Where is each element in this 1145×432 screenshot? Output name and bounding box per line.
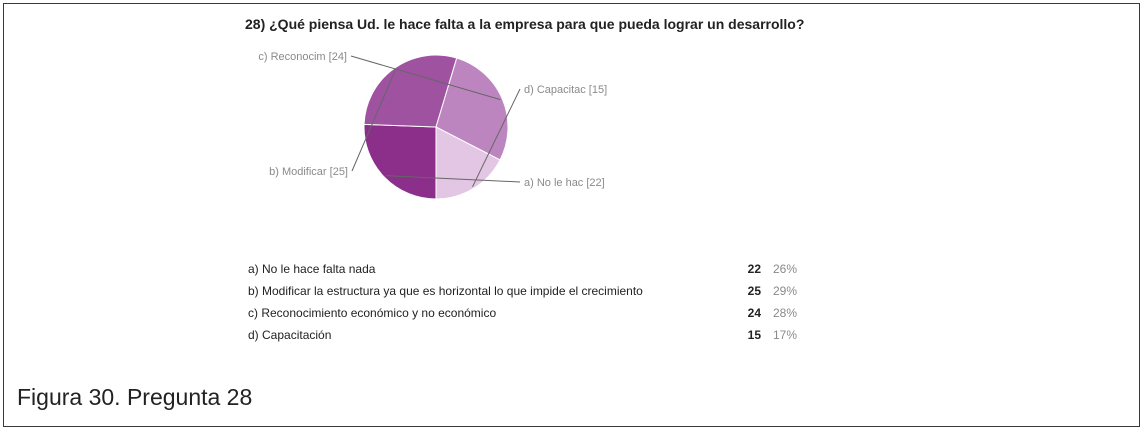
callout-line: [350, 55, 501, 101]
option-label: c) Reconocimiento económico y no económi…: [248, 306, 497, 320]
option-percent: 28%: [773, 306, 798, 320]
option-label: d) Capacitación: [248, 328, 332, 342]
slice-label: d) Capacitac [15]: [524, 84, 607, 96]
pie-slice: [363, 123, 437, 200]
slice-label: b) Modificar [25]: [269, 166, 348, 178]
slice-label: c) Reconocim [24]: [258, 51, 347, 63]
option-count: 15: [747, 328, 761, 342]
option-percent: 29%: [773, 284, 798, 298]
option-label: b) Modificar la estructura ya que es hor…: [248, 284, 643, 298]
callout-line: [472, 88, 521, 188]
chart-title: 28) ¿Qué piensa Ud. le hace falta a la e…: [245, 16, 805, 32]
pie-slice: [435, 126, 501, 200]
table-row: b) Modificar la estructura ya que es hor…: [248, 280, 813, 302]
option-count: 25: [747, 284, 761, 298]
callout-line: [351, 69, 396, 172]
slice-label: a) No le hac [22]: [524, 177, 605, 189]
table-row: a) No le hace falta nada 22 26%: [248, 258, 813, 280]
figure-frame: [3, 3, 1140, 427]
option-count: 22: [747, 262, 761, 276]
summary-table: a) No le hace falta nada 22 26% b) Modif…: [248, 258, 813, 346]
table-row: d) Capacitación 15 17%: [248, 324, 813, 346]
figure-caption: Figura 30. Pregunta 28: [17, 384, 253, 410]
option-percent: 26%: [773, 262, 798, 276]
pie-slice: [435, 57, 509, 161]
option-count: 24: [747, 306, 761, 320]
option-label: a) No le hace falta nada: [248, 262, 376, 276]
table-row: c) Reconocimiento económico y no económi…: [248, 302, 813, 324]
callout-line: [385, 175, 521, 183]
option-percent: 17%: [773, 328, 798, 342]
